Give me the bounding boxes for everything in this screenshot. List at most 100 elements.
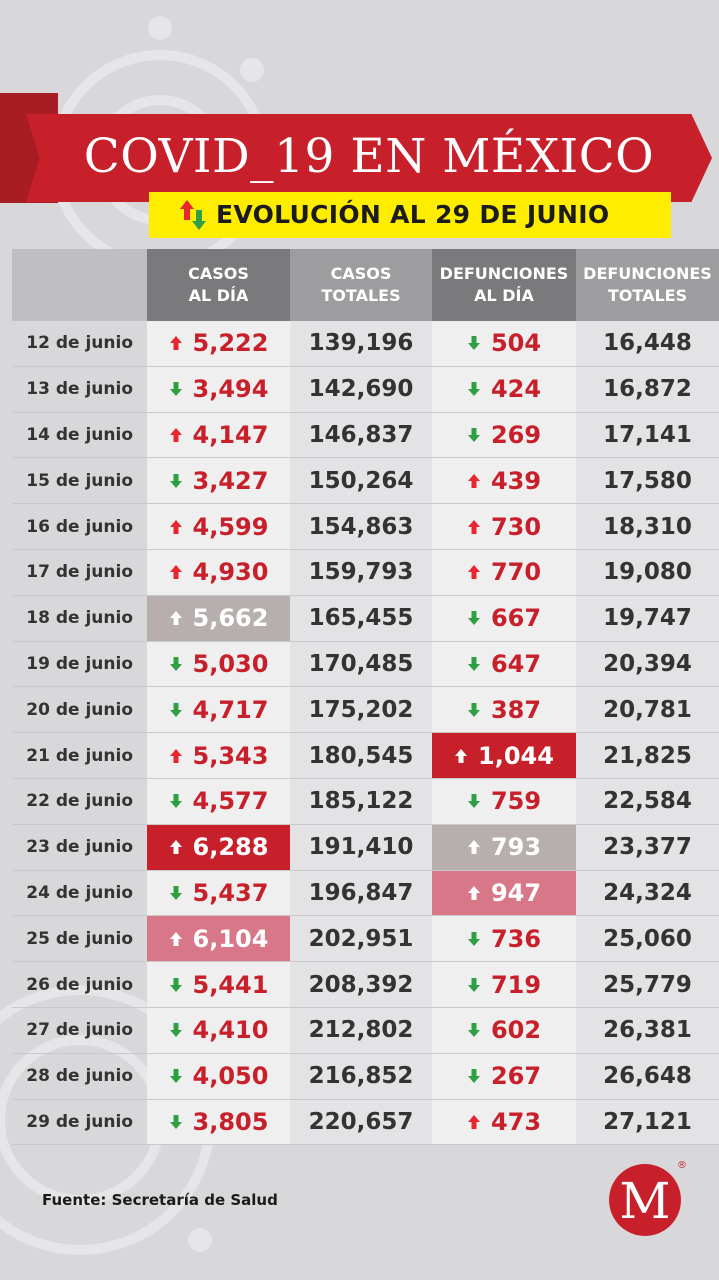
- casos-totales-cell: 216,852: [290, 1053, 432, 1099]
- table-row: 26 de junio 5,441 208,392 719 25,779: [12, 962, 719, 1008]
- casos-totales-cell: 208,392: [290, 962, 432, 1007]
- arrow-up-icon: [169, 427, 182, 442]
- casos-al-dia-value: 5,343: [192, 741, 269, 770]
- defunciones-totales-cell: 16,872: [576, 366, 719, 412]
- casos-al-dia-value: 6,288: [192, 833, 269, 862]
- arrow-down-icon: [169, 977, 182, 992]
- casos-totales-cell: 185,122: [290, 778, 432, 824]
- casos-totales-value: 159,793: [308, 559, 414, 586]
- arrow-down-icon: [467, 1069, 480, 1084]
- table-row: 21 de junio 5,343 180,545 1,044 21,825: [12, 733, 719, 779]
- casos-totales-value: 146,837: [308, 421, 414, 448]
- table-row: 22 de junio 4,577 185,122 759 22,584: [12, 778, 719, 825]
- data-table: CASOS AL DÍA CASOS TOTALES DEFUNCIONES A…: [12, 249, 719, 1146]
- arrow-down-icon: [467, 382, 480, 397]
- defunciones-totales-value: 17,141: [603, 421, 692, 448]
- casos-totales-value: 139,196: [308, 330, 414, 357]
- source-note: Fuente: Secretaría de Salud: [42, 1191, 278, 1209]
- defunciones-totales-cell: 22,584: [576, 778, 719, 824]
- arrow-up-icon: [467, 1114, 480, 1129]
- arrow-down-icon: [467, 336, 480, 351]
- casos-al-dia-cell: 3,427: [147, 458, 290, 504]
- defunciones-al-dia-value: 1,044: [478, 741, 554, 770]
- row-date: 19 de junio: [26, 653, 133, 674]
- casos-totales-value: 180,545: [308, 742, 414, 769]
- table-row: 17 de junio 4,930 159,793 770 19,080: [12, 549, 719, 596]
- title-banner: [26, 114, 712, 202]
- defunciones-totales-value: 21,825: [603, 742, 692, 769]
- arrow-down-icon: [467, 977, 480, 992]
- subtitle-box: [149, 192, 671, 238]
- defunciones-al-dia-cell: 602: [432, 1007, 576, 1053]
- casos-totales-cell: 220,657: [290, 1099, 432, 1145]
- defunciones-totales-value: 22,584: [603, 788, 692, 815]
- casos-al-dia-value: 5,030: [192, 649, 269, 678]
- defunciones-totales-value: 23,377: [603, 834, 692, 861]
- casos-totales-value: 150,264: [308, 467, 414, 494]
- arrow-up-icon: [467, 519, 480, 534]
- defunciones-totales-value: 20,781: [603, 696, 692, 723]
- arrow-up-icon: [467, 840, 480, 855]
- casos-totales-cell: 191,410: [290, 824, 432, 870]
- casos-totales-cell: 212,802: [290, 1007, 432, 1053]
- defunciones-al-dia-cell: 770: [432, 549, 576, 595]
- defunciones-totales-cell: 19,080: [576, 549, 719, 595]
- defunciones-al-dia-value: 504: [490, 329, 542, 358]
- table-row: 24 de junio 5,437 196,847 947 24,324: [12, 870, 719, 917]
- defunciones-al-dia-value: 424: [490, 375, 542, 404]
- table-row: 14 de junio 4,147 146,837 269 17,141: [12, 412, 719, 459]
- row-date: 23 de junio: [26, 837, 133, 858]
- table-body: 12 de junio 5,222 139,196 504 16,448 13 de ju…: [12, 321, 719, 1146]
- defunciones-al-dia-value: 759: [490, 787, 542, 816]
- arrow-down-icon: [169, 382, 182, 397]
- arrow-up-icon: [455, 748, 468, 763]
- arrow-up-icon: [169, 565, 182, 580]
- row-date: 28 de junio: [26, 1066, 133, 1087]
- arrow-up-icon: [169, 931, 182, 946]
- arrow-down-icon: [169, 656, 182, 671]
- defunciones-totales-cell: 24,324: [576, 870, 719, 916]
- casos-totales-value: 202,951: [308, 925, 414, 952]
- defunciones-totales-cell: 26,648: [576, 1053, 719, 1099]
- row-date: 26 de junio: [26, 974, 133, 995]
- casos-totales-value: 165,455: [308, 605, 414, 632]
- defunciones-al-dia-value: 647: [490, 649, 542, 678]
- arrow-down-icon: [169, 885, 182, 900]
- row-date: 15 de junio: [26, 470, 133, 491]
- defunciones-al-dia-value: 947: [490, 878, 542, 907]
- defunciones-al-dia-cell: 504: [432, 321, 576, 366]
- casos-al-dia-value: 5,222: [192, 329, 269, 358]
- arrow-down-icon: [169, 473, 182, 488]
- defunciones-totales-value: 27,121: [603, 1108, 692, 1135]
- casos-totales-value: 220,657: [308, 1108, 414, 1135]
- row-date: 27 de junio: [26, 1020, 133, 1041]
- defunciones-totales-cell: 19,747: [576, 595, 719, 641]
- defunciones-al-dia-cell: 647: [432, 641, 576, 687]
- defunciones-al-dia-value: 267: [490, 1062, 542, 1091]
- defunciones-al-dia-value: 439: [490, 466, 542, 495]
- defunciones-al-dia-value: 269: [490, 420, 542, 449]
- casos-totales-value: 216,852: [308, 1063, 414, 1090]
- defunciones-totales-value: 16,448: [603, 330, 692, 357]
- table-row: 18 de junio 5,662 165,455 667 19,747: [12, 595, 719, 642]
- casos-al-dia-value: 4,410: [192, 1016, 269, 1045]
- casos-al-dia-cell: 5,222: [147, 321, 290, 366]
- casos-al-dia-cell: 5,662: [147, 595, 290, 641]
- defunciones-totales-cell: 18,310: [576, 504, 719, 549]
- defunciones-al-dia-cell: 793: [432, 824, 576, 870]
- defunciones-totales-value: 25,060: [603, 925, 692, 952]
- defunciones-totales-value: 25,779: [603, 971, 692, 998]
- casos-totales-cell: 139,196: [290, 321, 432, 366]
- header-defunciones-al-dia: DEFUNCIONES AL DÍA: [432, 249, 576, 321]
- arrow-up-icon: [169, 519, 182, 534]
- row-date: 22 de junio: [26, 791, 133, 812]
- defunciones-totales-cell: 20,394: [576, 641, 719, 687]
- arrow-up-icon: [467, 885, 480, 900]
- defunciones-al-dia-cell: 1,044: [432, 733, 576, 778]
- defunciones-totales-cell: 25,060: [576, 916, 719, 962]
- casos-totales-cell: 146,837: [290, 412, 432, 458]
- casos-al-dia-cell: 5,437: [147, 870, 290, 916]
- defunciones-al-dia-value: 719: [490, 970, 542, 999]
- casos-totales-value: 208,392: [308, 971, 414, 998]
- casos-al-dia-value: 4,599: [192, 512, 269, 541]
